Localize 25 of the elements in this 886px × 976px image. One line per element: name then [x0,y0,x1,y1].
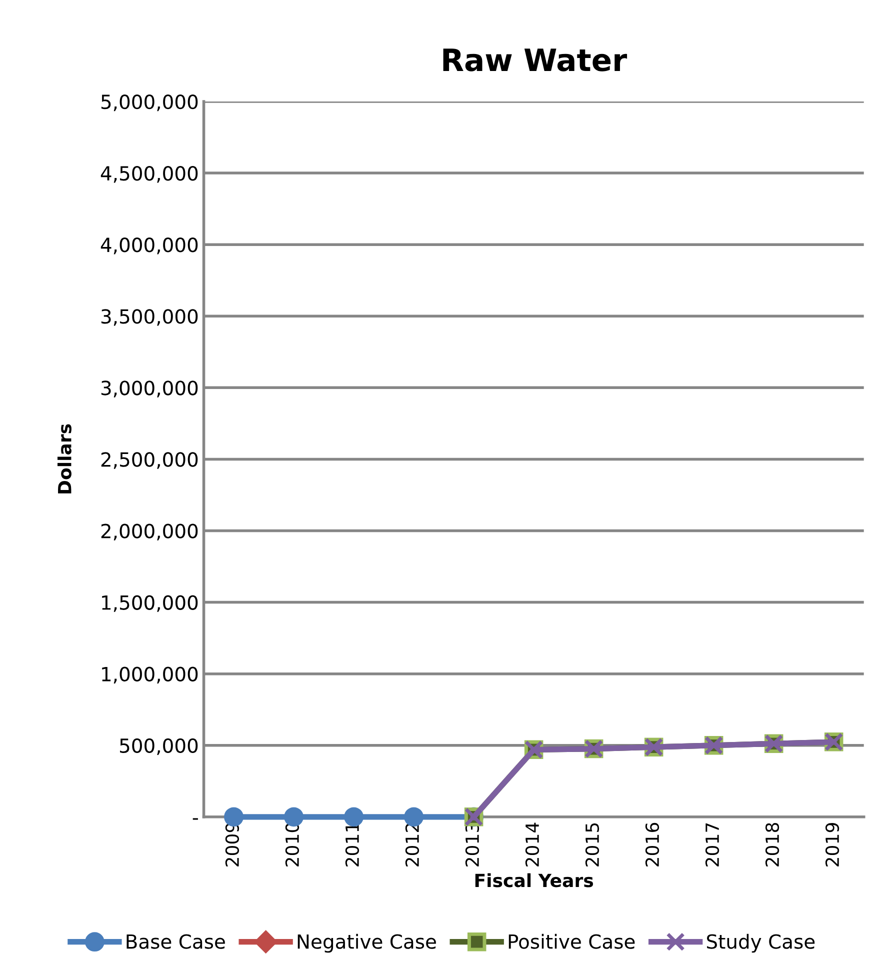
y-tick-label: 3,000,000 [101,380,198,398]
legend-label: Positive Case [508,934,635,949]
x-tick-label: 2014 [525,822,540,866]
x-tick-label: 2019 [825,823,840,866]
x-tick-label: 2018 [765,823,780,866]
legend-label: Negative Case [298,934,436,953]
y-axis-title: Dollars [57,424,72,494]
y-tick-label: 4,500,000 [100,166,198,183]
y-tick-label: 3,500,000 [101,309,198,326]
y-tick-label: 500,000 [120,738,198,756]
legend-label: Base Case [126,934,225,949]
x-tick-label: 2016 [645,822,660,866]
y-tick-label: 2,000,000 [101,524,198,540]
legend-label: Study Case [706,934,815,953]
y-tick-label: - [192,818,198,820]
y-tick-label: 2,500,000 [101,452,198,469]
y-tick-label: 4,000,000 [100,238,198,254]
y-tick-label: 1,000,000 [102,666,198,684]
x-tick-label: 2011 [345,823,360,866]
chart-title: Raw Water [443,48,628,72]
x-axis-title: Fiscal Years [475,873,594,888]
y-tick-label: 5,000,000 [101,94,198,112]
y-tick-label: 1,500,000 [102,595,198,612]
x-tick-label: 2017 [705,823,720,866]
x-tick-label: 2015 [585,823,600,866]
